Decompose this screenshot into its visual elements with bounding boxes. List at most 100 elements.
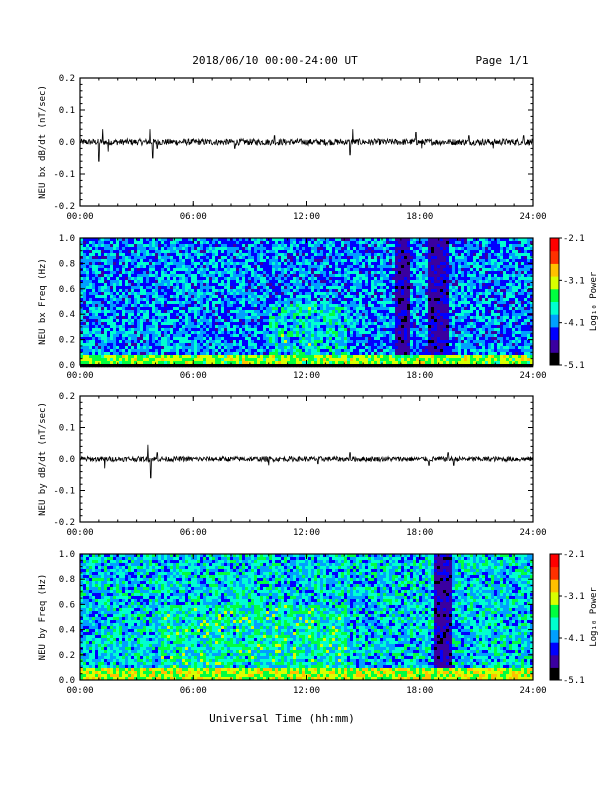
- spectrogram-cell: [380, 343, 384, 347]
- spectrogram-cell: [230, 334, 234, 338]
- spectrogram-cell: [215, 319, 219, 323]
- spectrogram-cell: [341, 280, 345, 284]
- spectrogram-cell: [233, 361, 237, 365]
- spectrogram-cell: [134, 364, 138, 368]
- spectrogram-cell: [230, 247, 234, 251]
- spectrogram-cell: [125, 349, 129, 353]
- spectrogram-cell: [350, 352, 354, 356]
- spectrogram-cell: [407, 262, 411, 266]
- spectrogram-cell: [362, 319, 366, 323]
- spectrogram-cell: [317, 352, 321, 356]
- spectrogram-cell: [104, 349, 108, 353]
- spectrogram-cell: [266, 241, 270, 245]
- spectrogram-cell: [299, 343, 303, 347]
- spectrogram-cell: [356, 262, 360, 266]
- spectrogram-cell: [224, 250, 228, 254]
- spectrogram-cell: [113, 256, 117, 260]
- spectrogram-cell: [290, 271, 294, 275]
- spectrogram-cell: [206, 334, 210, 338]
- spectrogram-cell: [323, 265, 327, 269]
- spectrogram-cell: [155, 250, 159, 254]
- spectrogram-cell: [260, 265, 264, 269]
- spectrogram-cell: [371, 364, 375, 368]
- spectrogram-cell: [356, 259, 360, 263]
- spectrogram-cell: [365, 316, 369, 320]
- spectrogram-cell: [242, 304, 246, 308]
- spectrogram-cell: [146, 298, 150, 302]
- spectrogram-cell: [380, 301, 384, 305]
- spectrogram-cell: [278, 301, 282, 305]
- spectrogram-cell: [173, 298, 177, 302]
- spectrogram-cell: [386, 358, 390, 362]
- spectrogram-cell: [314, 307, 318, 311]
- spectrogram-cell: [185, 358, 189, 362]
- spectrogram-cell: [140, 289, 144, 293]
- spectrogram-cell: [323, 289, 327, 293]
- spectrogram-cell: [185, 280, 189, 284]
- spectrogram-cell: [164, 319, 168, 323]
- spectrogram-cell: [95, 247, 99, 251]
- spectrogram-cell: [398, 244, 402, 248]
- spectrogram-cell: [218, 340, 222, 344]
- spectrogram-cell: [383, 262, 387, 266]
- spectrogram-cell: [164, 244, 168, 248]
- spectrogram-cell: [239, 253, 243, 257]
- spectrogram-cell: [92, 265, 96, 269]
- spectrogram-cell: [266, 283, 270, 287]
- spectrogram-cell: [317, 289, 321, 293]
- spectrogram-cell: [98, 277, 102, 281]
- spectrogram-cell: [383, 352, 387, 356]
- spectrogram-cell: [134, 310, 138, 314]
- spectrogram-cell: [263, 298, 267, 302]
- y-tick-label: 0.0: [59, 138, 75, 148]
- spectrogram-cell: [185, 238, 189, 242]
- spectrogram-cell: [143, 271, 147, 275]
- spectrogram-cell: [239, 283, 243, 287]
- spectrogram-cell: [377, 247, 381, 251]
- spectrogram-cell: [389, 295, 393, 299]
- spectrogram-cell: [95, 325, 99, 329]
- spectrogram-cell: [209, 247, 213, 251]
- spectrogram-cell: [368, 253, 372, 257]
- spectrogram-cell: [395, 334, 399, 338]
- spectrogram-cell: [395, 295, 399, 299]
- spectrogram-cell: [164, 268, 168, 272]
- spectrogram-cell: [398, 331, 402, 335]
- spectrogram-cell: [257, 319, 261, 323]
- spectrogram-cell: [287, 262, 291, 266]
- spectrogram-cell: [308, 259, 312, 263]
- spectrogram-cell: [242, 268, 246, 272]
- spectrogram-cell: [95, 337, 99, 341]
- spectrogram-cell: [149, 307, 153, 311]
- spectrogram-cell: [236, 271, 240, 275]
- spectrogram-cell: [119, 241, 123, 245]
- spectrogram-cell: [392, 343, 396, 347]
- spectrogram-cell: [200, 337, 204, 341]
- spectrogram-cell: [128, 307, 132, 311]
- spectrogram-cell: [389, 325, 393, 329]
- spectrogram-cell: [245, 295, 249, 299]
- spectrogram-cell: [383, 346, 387, 350]
- spectrogram-cell: [317, 238, 321, 242]
- spectrogram-cell: [305, 355, 309, 359]
- spectrogram-cell: [221, 301, 225, 305]
- spectrogram-cell: [416, 253, 420, 257]
- spectrogram-cell: [395, 256, 399, 260]
- spectrogram-cell: [233, 352, 237, 356]
- spectrogram-cell: [110, 328, 114, 332]
- spectrogram-cell: [197, 298, 201, 302]
- spectrogram-cell: [275, 238, 279, 242]
- spectrogram-cell: [419, 241, 423, 245]
- spectrogram-cell: [95, 340, 99, 344]
- spectrogram-cell: [128, 277, 132, 281]
- spectrogram-cell: [305, 346, 309, 350]
- spectrogram-cell: [236, 310, 240, 314]
- spectrogram-cell: [113, 295, 117, 299]
- spectrogram-cell: [335, 274, 339, 278]
- spectrogram-cell: [98, 241, 102, 245]
- spectrogram-cell: [137, 322, 141, 326]
- spectrogram-cell: [401, 253, 405, 257]
- spectrogram-cell: [146, 265, 150, 269]
- spectrogram-cell: [362, 286, 366, 290]
- spectrogram-cell: [197, 277, 201, 281]
